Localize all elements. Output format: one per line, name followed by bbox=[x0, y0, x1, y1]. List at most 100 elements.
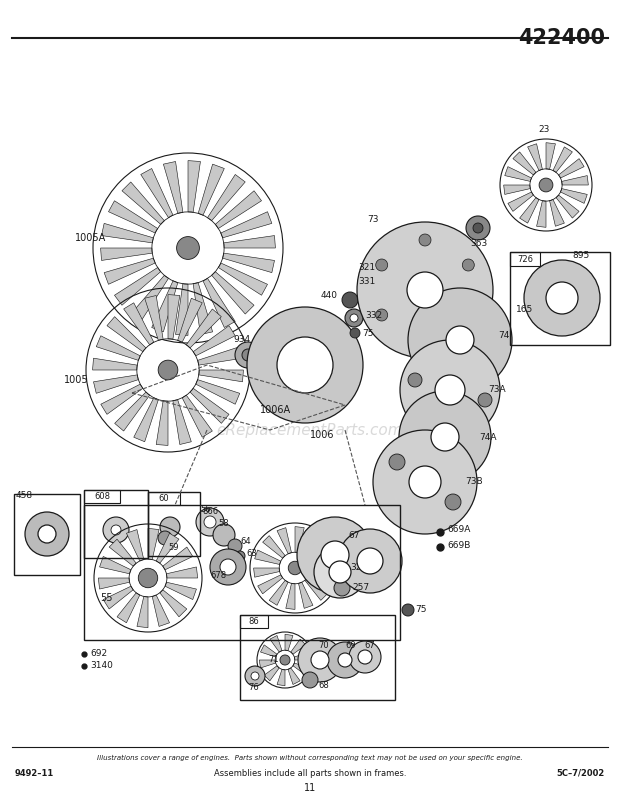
Circle shape bbox=[402, 604, 414, 616]
Polygon shape bbox=[536, 200, 546, 227]
Polygon shape bbox=[199, 370, 244, 382]
Circle shape bbox=[111, 525, 121, 535]
Polygon shape bbox=[263, 536, 285, 558]
Polygon shape bbox=[148, 529, 159, 560]
Polygon shape bbox=[122, 182, 164, 225]
Circle shape bbox=[277, 337, 333, 393]
Polygon shape bbox=[513, 152, 536, 175]
Circle shape bbox=[138, 569, 157, 588]
Circle shape bbox=[158, 360, 178, 380]
Text: 86: 86 bbox=[249, 617, 259, 626]
Text: 23: 23 bbox=[538, 124, 549, 133]
Text: 1006A: 1006A bbox=[260, 405, 291, 415]
Polygon shape bbox=[309, 572, 335, 586]
Circle shape bbox=[409, 466, 441, 498]
Circle shape bbox=[288, 561, 302, 575]
Circle shape bbox=[473, 223, 483, 233]
Circle shape bbox=[220, 559, 236, 575]
Polygon shape bbox=[562, 176, 588, 185]
Text: 58: 58 bbox=[218, 519, 229, 528]
Polygon shape bbox=[163, 547, 193, 569]
Circle shape bbox=[466, 216, 490, 240]
Polygon shape bbox=[295, 527, 304, 553]
Polygon shape bbox=[508, 192, 533, 212]
Circle shape bbox=[539, 178, 553, 192]
Text: 608: 608 bbox=[94, 492, 110, 501]
Polygon shape bbox=[198, 164, 224, 215]
Polygon shape bbox=[100, 557, 131, 573]
Text: 895: 895 bbox=[572, 252, 589, 261]
Circle shape bbox=[463, 309, 474, 321]
Text: 75: 75 bbox=[362, 329, 373, 338]
Polygon shape bbox=[218, 263, 267, 295]
Text: 73: 73 bbox=[367, 216, 378, 225]
Text: Illustrations cover a range of engines.  Parts shown without corresponding text : Illustrations cover a range of engines. … bbox=[97, 755, 523, 761]
Polygon shape bbox=[294, 652, 311, 660]
Polygon shape bbox=[104, 258, 155, 284]
Text: 56: 56 bbox=[200, 505, 211, 515]
Circle shape bbox=[329, 561, 351, 583]
Polygon shape bbox=[100, 248, 153, 261]
Polygon shape bbox=[291, 639, 306, 654]
Polygon shape bbox=[182, 395, 212, 437]
Polygon shape bbox=[208, 175, 246, 221]
Circle shape bbox=[350, 328, 360, 338]
Text: 440: 440 bbox=[321, 290, 338, 299]
Text: 257: 257 bbox=[352, 582, 369, 592]
Circle shape bbox=[160, 517, 180, 537]
Polygon shape bbox=[117, 593, 140, 623]
Circle shape bbox=[435, 375, 465, 405]
Polygon shape bbox=[305, 577, 327, 601]
Bar bbox=[148, 492, 180, 505]
Circle shape bbox=[210, 549, 246, 585]
Polygon shape bbox=[134, 398, 158, 442]
Polygon shape bbox=[152, 595, 169, 626]
Polygon shape bbox=[221, 212, 272, 238]
Bar bbox=[84, 490, 148, 558]
Bar bbox=[510, 252, 540, 266]
Text: 55: 55 bbox=[100, 593, 112, 603]
Circle shape bbox=[342, 292, 358, 308]
Text: 60: 60 bbox=[159, 494, 169, 503]
Polygon shape bbox=[546, 143, 556, 169]
Circle shape bbox=[204, 516, 216, 528]
Text: 5C–7/2002: 5C–7/2002 bbox=[557, 769, 605, 778]
Polygon shape bbox=[107, 317, 146, 352]
Polygon shape bbox=[144, 295, 163, 340]
Text: 64: 64 bbox=[240, 537, 250, 545]
Circle shape bbox=[338, 653, 352, 667]
Polygon shape bbox=[137, 597, 148, 628]
Polygon shape bbox=[549, 200, 564, 226]
Polygon shape bbox=[255, 550, 281, 565]
Text: 321: 321 bbox=[358, 264, 375, 273]
Bar bbox=[510, 252, 610, 345]
Polygon shape bbox=[175, 284, 188, 335]
Polygon shape bbox=[109, 539, 136, 566]
Text: 71: 71 bbox=[268, 655, 278, 665]
Polygon shape bbox=[126, 529, 144, 561]
Polygon shape bbox=[160, 589, 187, 617]
Polygon shape bbox=[277, 528, 291, 554]
Circle shape bbox=[376, 259, 388, 271]
Circle shape bbox=[327, 642, 363, 678]
Circle shape bbox=[546, 282, 578, 314]
Text: 73B: 73B bbox=[465, 477, 482, 487]
Text: 67: 67 bbox=[364, 641, 374, 650]
Polygon shape bbox=[298, 582, 313, 609]
Circle shape bbox=[247, 307, 363, 423]
Polygon shape bbox=[503, 185, 530, 194]
Bar bbox=[84, 490, 120, 503]
Polygon shape bbox=[258, 575, 283, 593]
Polygon shape bbox=[166, 567, 198, 578]
Polygon shape bbox=[152, 281, 178, 332]
Polygon shape bbox=[188, 160, 200, 213]
Circle shape bbox=[297, 517, 373, 593]
Polygon shape bbox=[560, 188, 587, 204]
Polygon shape bbox=[302, 531, 321, 556]
Text: 866: 866 bbox=[202, 508, 218, 516]
Circle shape bbox=[408, 373, 422, 387]
Bar bbox=[14, 494, 80, 575]
Polygon shape bbox=[92, 358, 137, 370]
Polygon shape bbox=[553, 147, 572, 172]
Polygon shape bbox=[131, 275, 169, 322]
